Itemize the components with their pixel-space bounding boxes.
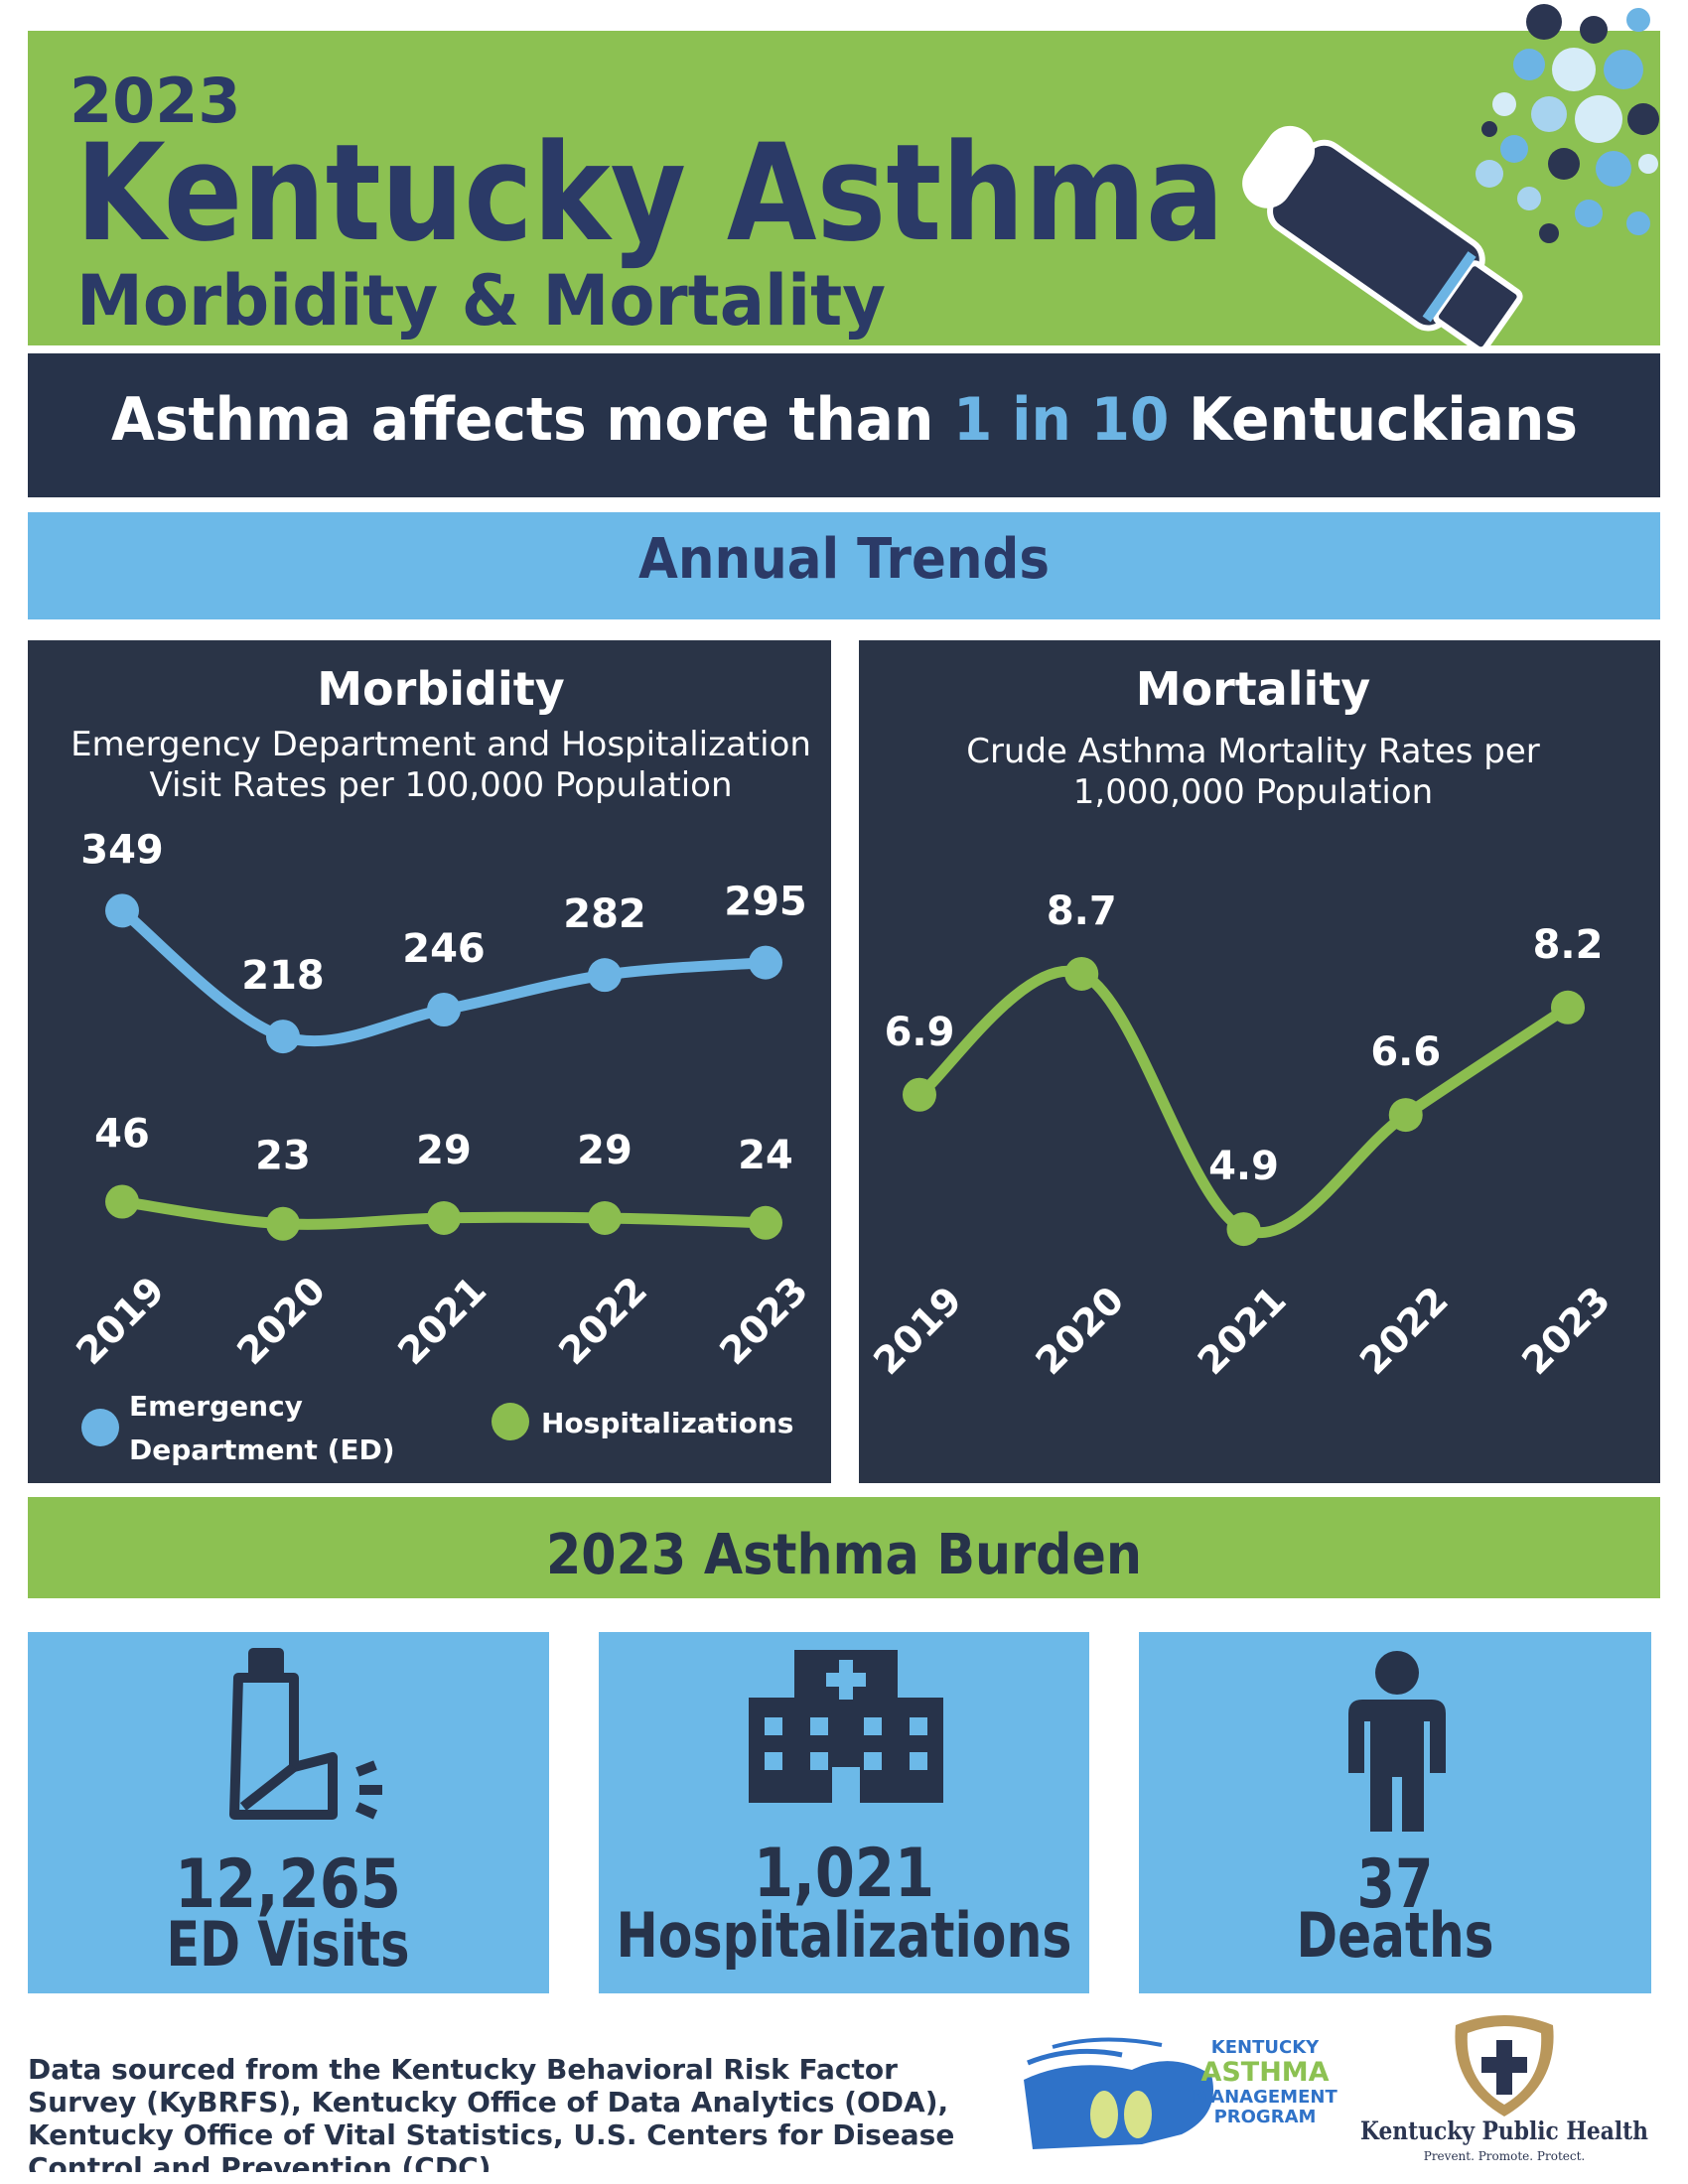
data-label: 8.2 — [1533, 922, 1604, 968]
data-label: 4.9 — [1208, 1144, 1279, 1189]
section-bar — [28, 512, 1660, 619]
data-label: 282 — [563, 891, 646, 937]
data-point — [427, 1200, 461, 1235]
data-label: 29 — [416, 1128, 472, 1173]
data-label: 349 — [80, 827, 164, 873]
data-point — [588, 958, 622, 993]
chart-title: Morbidity — [317, 662, 564, 716]
banner-highlight: 1 in 10 — [953, 385, 1169, 455]
data-label: 29 — [577, 1128, 633, 1173]
banner-after: Kentuckians — [1169, 385, 1578, 455]
hospital-icon — [749, 1650, 943, 1803]
data-point — [903, 1077, 936, 1112]
data-point — [749, 945, 782, 980]
burden-label: ED Visits — [167, 1908, 410, 1980]
banner-before: Asthma affects more than — [111, 385, 953, 455]
inhaler — [1242, 125, 1523, 353]
legend-entry: Hospitalizations — [541, 1407, 794, 1439]
data-point — [1226, 1212, 1261, 1247]
mortality-panel — [859, 640, 1660, 1483]
data-label: 6.6 — [1370, 1029, 1441, 1075]
data-point — [588, 1200, 622, 1235]
chart-subtitle-box: Emergency Department and Hospitalization… — [70, 725, 811, 805]
header-subtitle: Morbidity & Mortality — [76, 260, 886, 341]
morbidity-panel — [28, 640, 831, 1483]
data-point — [749, 1205, 782, 1240]
data-label: 295 — [724, 880, 807, 925]
section-title: Annual Trends — [638, 527, 1050, 592]
program-line: ASTHMA — [1200, 2057, 1329, 2088]
chart-title: Mortality — [1136, 662, 1371, 716]
data-label: 6.9 — [885, 1010, 955, 1055]
bubbles — [1476, 4, 1659, 243]
burden-value: 12,265 — [175, 1845, 401, 1924]
banner-text: Asthma affects more than 1 in 10 Kentuck… — [111, 385, 1578, 455]
burden-value: 1,021 — [754, 1835, 934, 1913]
burden-label: Deaths — [1297, 1899, 1494, 1972]
data-point — [1388, 1098, 1423, 1133]
footer-source-box: Data sourced from the Kentucky Behaviora… — [28, 2053, 955, 2172]
data-point — [266, 1206, 300, 1241]
data-label: 8.7 — [1047, 888, 1117, 934]
section-title: 2023 Asthma Burden — [546, 1523, 1142, 1587]
program-line: MANAGEMENT — [1193, 2087, 1337, 2108]
data-point — [1551, 990, 1585, 1024]
data-point — [105, 1184, 139, 1219]
header-title: Kentucky Asthma — [75, 115, 1224, 271]
chart-subtitle-box: Crude Asthma Mortality Rates per 1,000,0… — [966, 732, 1540, 812]
data-label: 218 — [241, 953, 325, 999]
data-point — [427, 992, 461, 1026]
agency-name: Kentucky Public Health — [1360, 2116, 1648, 2145]
footer-source: Data sourced from the Kentucky Behaviora… — [28, 2053, 955, 2172]
burden-label: Hospitalizations — [617, 1899, 1072, 1972]
section-bar — [28, 1497, 1660, 1598]
person-icon — [1348, 1651, 1446, 1832]
legend-swatch — [81, 1409, 119, 1446]
data-label: 23 — [255, 1134, 311, 1179]
chart-subtitle: Emergency Department and Hospitalization… — [70, 725, 811, 805]
header-year: 2023 — [70, 65, 241, 137]
data-point — [1064, 956, 1099, 991]
shield-logo — [1455, 2015, 1554, 2116]
program-line: KENTUCKY — [1211, 2037, 1320, 2058]
legend-entry-box: Emergency Department (ED) Visits — [129, 1390, 395, 1466]
program-line: PROGRAM — [1214, 2107, 1317, 2127]
data-label: 246 — [402, 926, 486, 972]
data-point — [266, 1020, 300, 1054]
data-point — [105, 893, 139, 928]
legend-entry-box: Hospitalizations — [541, 1407, 794, 1439]
legend-entry: Emergency Department (ED) Visits — [129, 1390, 395, 1466]
kentucky-logo — [1024, 2037, 1213, 2149]
data-label: 46 — [94, 1111, 150, 1157]
burden-value: 37 — [1357, 1845, 1434, 1924]
inhaler-icon — [229, 1648, 382, 1820]
chart-subtitle: Crude Asthma Mortality Rates per 1,000,0… — [966, 732, 1540, 812]
legend-swatch — [492, 1403, 529, 1440]
banner — [28, 353, 1660, 497]
agency-tagline: Prevent. Promote. Protect. — [1424, 2149, 1585, 2163]
data-label: 24 — [738, 1133, 793, 1178]
